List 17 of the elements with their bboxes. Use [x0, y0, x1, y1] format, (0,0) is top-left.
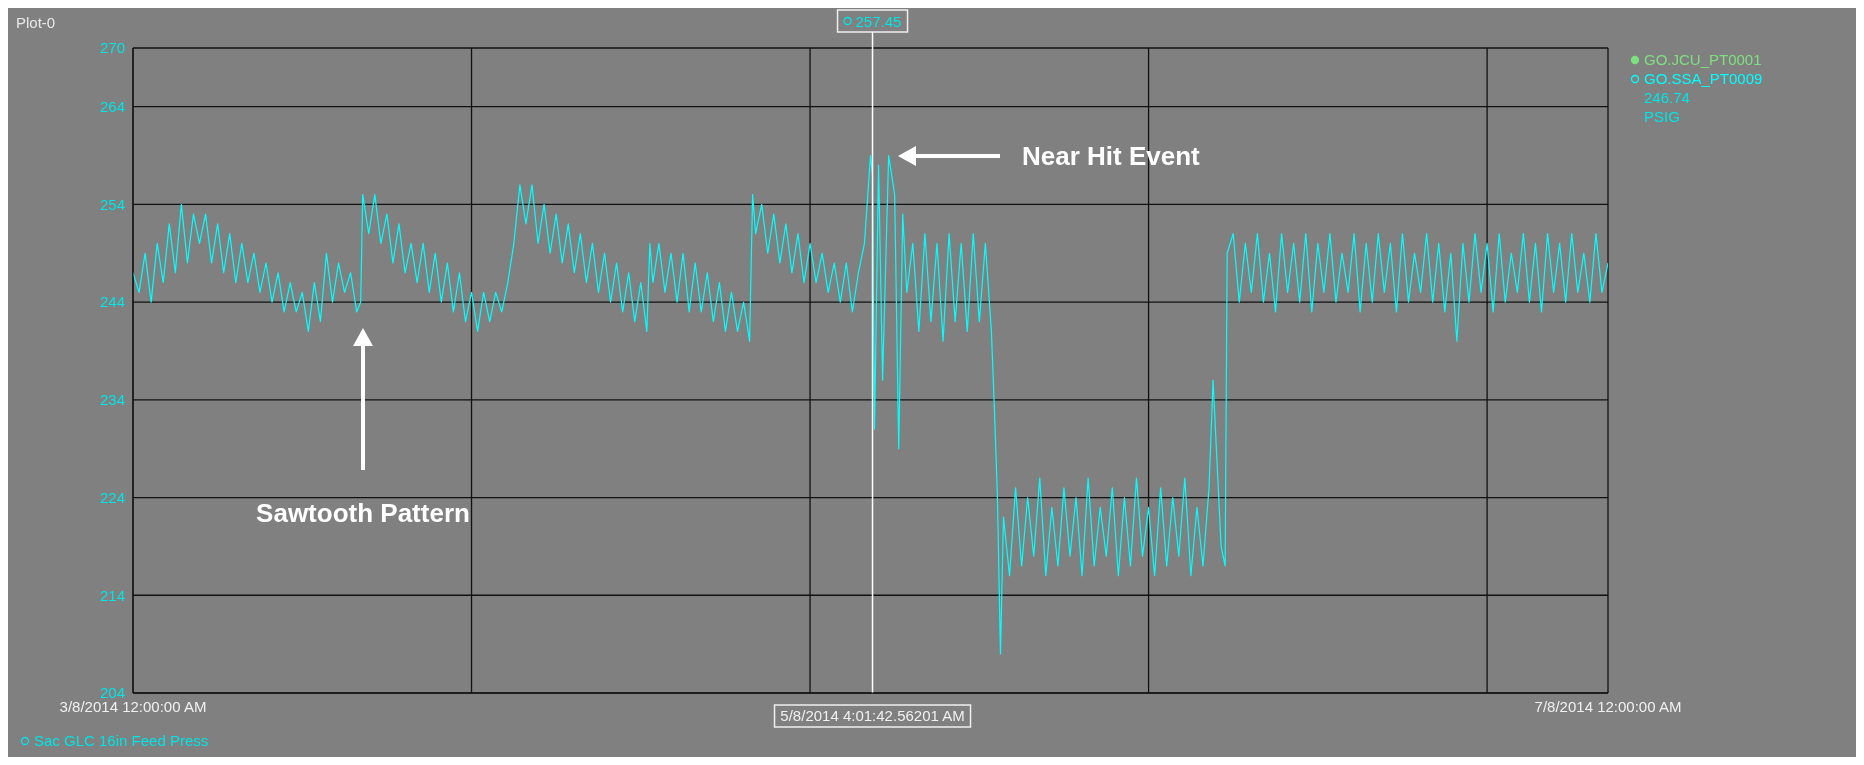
text: Sac GLC 16in Feed Press — [34, 732, 209, 749]
y-tick-label: 234 — [99, 391, 125, 409]
y-tick-label: 264 — [99, 97, 125, 115]
x-tick-label: 7/8/2014 12:00:00 AM — [1534, 697, 1682, 715]
y-tick-label: 224 — [99, 488, 125, 506]
text: 257.45 — [855, 13, 902, 30]
chart-title: Plot-0 — [16, 14, 56, 31]
y-tick-label: 254 — [99, 195, 125, 213]
y-tick-label: 270 — [99, 39, 125, 57]
legend-label: GO.SSA_PT0009 — [1644, 69, 1763, 88]
y-tick-label: 214 — [99, 586, 125, 604]
annotation: Sawtooth Pattern — [256, 498, 470, 528]
ref-line-label: 5/8/2014 4:01:42.56201 AM — [780, 707, 965, 724]
text: 246.74 — [1643, 88, 1691, 107]
y-tick-label: 244 — [99, 293, 125, 311]
y-axis-title: PSIG — [1643, 107, 1681, 126]
text: GO.JCU_PT0001 — [1644, 50, 1762, 69]
